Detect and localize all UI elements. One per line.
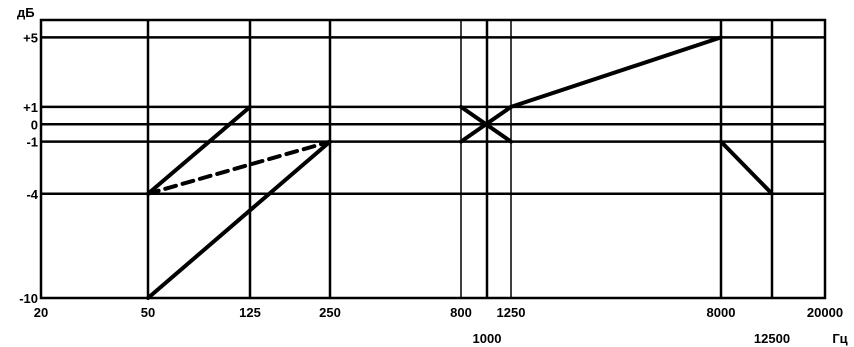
grid <box>41 20 825 298</box>
segment-6 <box>509 35 723 109</box>
x-tick-label-8000: 8000 <box>707 305 736 320</box>
tolerance-segments <box>146 35 774 300</box>
segment-5 <box>459 104 513 144</box>
x-tick-label-800: 800 <box>450 305 472 320</box>
x-tick-label-250: 250 <box>319 305 341 320</box>
plot-frame <box>39 18 827 300</box>
y-tick-label-minus-1: -1 <box>26 135 38 150</box>
y-tick-label-5: +5 <box>23 30 38 45</box>
y-tick-label-minus-4: -4 <box>26 187 38 202</box>
x-tick-label-20: 20 <box>34 305 48 320</box>
y-tick-label-1: +1 <box>23 100 38 115</box>
y-unit-label: дБ <box>17 5 35 20</box>
segment-3-dashed <box>146 139 332 196</box>
y-tick-label-0: 0 <box>31 117 38 132</box>
x-tick-label-1250: 1250 <box>497 305 526 320</box>
segment-7 <box>719 139 774 196</box>
plot-border <box>39 18 827 300</box>
x-tick-label-20000: 20000 <box>807 305 843 320</box>
y-tick-label-minus-10: -10 <box>19 291 38 306</box>
x-tick-label-1000: 1000 <box>473 331 502 346</box>
x-tick-label-50: 50 <box>141 305 155 320</box>
segment-2 <box>146 139 332 300</box>
x-tick-label-125: 125 <box>239 305 261 320</box>
x-unit-label: Гц <box>832 331 847 346</box>
x-tick-label-12500: 12500 <box>754 331 790 346</box>
segment-1 <box>146 104 252 196</box>
